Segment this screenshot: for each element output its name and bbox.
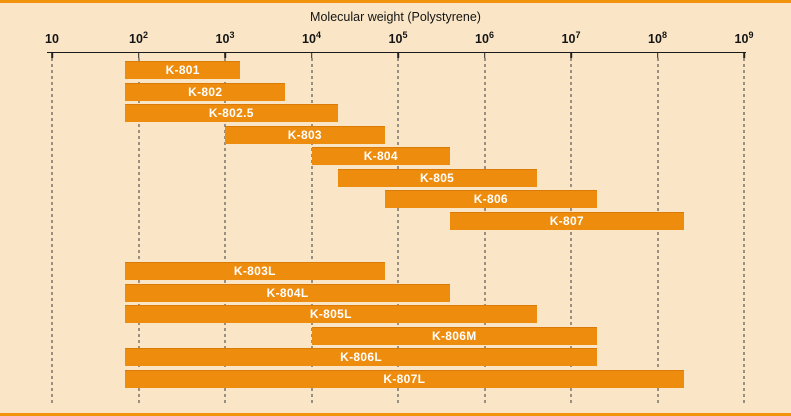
chart-bar-k-801: K-801 xyxy=(125,61,241,79)
axis-tick-label-10e1: 10 xyxy=(45,32,59,46)
x-axis-line xyxy=(47,52,746,53)
chart-bar-k-805: K-805 xyxy=(337,168,537,187)
bar-label: K-806L xyxy=(340,350,382,364)
bar-label: K-802.5 xyxy=(208,106,254,120)
gridline-10e4 xyxy=(311,58,312,405)
gridline-10e2 xyxy=(138,58,139,405)
axis-tick-label-10e5: 105 xyxy=(388,29,408,46)
bottom-border-line xyxy=(0,413,791,416)
chart-bar-k-805l: K-805L xyxy=(125,305,537,323)
bar-label: K-802 xyxy=(188,84,223,99)
bar-label: K-806 xyxy=(473,192,508,206)
axis-tick-label-10e7: 107 xyxy=(561,29,581,46)
axis-tick-label-10e9: 109 xyxy=(734,29,754,46)
gridline-10e3 xyxy=(224,58,226,405)
axis-tick-mark xyxy=(483,53,486,58)
gridline-10e9 xyxy=(743,58,745,405)
bar-label: K-805L xyxy=(309,307,352,321)
gridline-10e1 xyxy=(51,58,53,405)
bar-label: K-807L xyxy=(383,371,426,386)
chart-bar-k-806m: K-806M xyxy=(311,326,598,345)
axis-tick-label-10e3: 103 xyxy=(215,29,235,46)
bar-label: K-803 xyxy=(287,127,322,142)
chart-bar-k-803: K-803 xyxy=(225,125,385,144)
axis-tick-mark xyxy=(51,53,53,58)
chart-title: Molecular weight (Polystyrene) xyxy=(310,10,481,24)
gridline-10e8 xyxy=(657,58,658,405)
chart-bar-k-806: K-806 xyxy=(384,190,598,208)
axis-tick-mark xyxy=(224,53,226,58)
axis-tick-label-10e2: 102 xyxy=(129,29,148,46)
top-border-line xyxy=(0,0,791,3)
axis-tick-mark xyxy=(310,53,313,58)
axis-tick-mark xyxy=(570,53,572,58)
bar-label: K-806M xyxy=(432,328,477,343)
chart-bar-k-807l: K-807L xyxy=(125,369,684,388)
axis-tick-label-10e8: 108 xyxy=(648,29,667,46)
gridline-10e7 xyxy=(570,58,572,405)
gridline-10e5 xyxy=(397,58,399,405)
chart-bar-k-803l: K-803L xyxy=(125,262,385,280)
bar-label: K-805 xyxy=(419,170,455,185)
chart-bar-k-802.5: K-802.5 xyxy=(125,104,338,122)
bar-label: K-804 xyxy=(363,149,398,163)
chart-bar-k-804l: K-804L xyxy=(125,283,451,302)
bar-label: K-803L xyxy=(233,264,276,278)
chart-bar-k-802: K-802 xyxy=(125,82,286,101)
axis-tick-mark xyxy=(743,53,745,58)
chart-bar-k-806l: K-806L xyxy=(125,348,598,366)
axis-tick-mark xyxy=(397,53,399,58)
chart-bar-k-804: K-804 xyxy=(311,147,451,165)
gridline-10e6 xyxy=(484,58,485,405)
axis-tick-label-10e6: 106 xyxy=(475,29,494,46)
bar-label: K-801 xyxy=(165,63,200,77)
axis-tick-mark xyxy=(656,53,659,58)
bar-label: K-804L xyxy=(266,285,309,300)
axis-tick-label-10e4: 104 xyxy=(302,29,321,46)
chart-bar-k-807: K-807 xyxy=(450,211,684,230)
axis-tick-mark xyxy=(137,53,140,58)
bar-label: K-807 xyxy=(549,213,584,228)
